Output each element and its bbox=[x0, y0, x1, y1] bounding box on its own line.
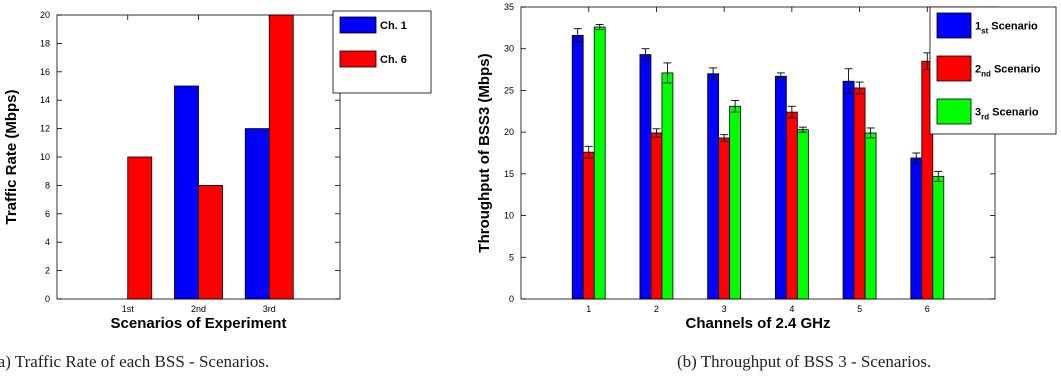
bar bbox=[932, 175, 945, 300]
bar bbox=[244, 128, 270, 300]
bar bbox=[268, 14, 294, 300]
x-tick-label: 4 bbox=[789, 304, 794, 314]
legend-label-main: 1 bbox=[975, 21, 981, 33]
bar bbox=[582, 151, 595, 300]
legend-label-main: 2 bbox=[975, 64, 981, 76]
bar bbox=[650, 132, 663, 300]
bar bbox=[707, 73, 720, 300]
y-axis-label: Throughput of BSS3 (Mbps) bbox=[476, 53, 493, 252]
throughput-chart: 0 5 10 15 20 25 30 35 1 2 3 4 5 6 Channels of 2.4 GHz T… bbox=[476, 2, 1057, 332]
legend-label-sub: st bbox=[981, 27, 988, 36]
bar bbox=[785, 111, 798, 300]
y-tick-label: 14 bbox=[40, 95, 50, 105]
bar bbox=[729, 105, 742, 300]
x-tick-label: 2 bbox=[654, 304, 659, 314]
x-tick-label: 2nd bbox=[191, 304, 206, 314]
bar bbox=[774, 75, 787, 300]
y-tick-label: 18 bbox=[40, 38, 50, 48]
y-tick-label: 12 bbox=[40, 124, 50, 134]
y-tick-label: 16 bbox=[40, 67, 50, 77]
x-tick-label: 1st bbox=[122, 304, 135, 314]
bar bbox=[853, 87, 866, 300]
legend-swatch bbox=[339, 16, 377, 34]
bar bbox=[842, 80, 855, 300]
x-axis-label: Channels of 2.4 GHz bbox=[685, 315, 830, 332]
legend-label: 3rd Scenario bbox=[975, 107, 1039, 122]
legend-label: Ch. 6 bbox=[380, 54, 407, 66]
x-tick-label: 3rd bbox=[263, 304, 276, 314]
y-tick-label: 8 bbox=[45, 180, 50, 190]
bar bbox=[639, 54, 652, 300]
y-axis-label: Traffic Rate (Mbps) bbox=[3, 89, 20, 224]
plot-frame bbox=[520, 6, 996, 300]
y-tick-label: 30 bbox=[504, 44, 514, 54]
legend-label: 2nd Scenario bbox=[975, 64, 1041, 79]
legend-swatch bbox=[936, 55, 972, 82]
y-tick-label: 10 bbox=[504, 211, 514, 221]
y-tick-label: 0 bbox=[509, 294, 514, 304]
bar bbox=[571, 34, 584, 300]
legend-swatch bbox=[936, 12, 972, 39]
legend-label-rest: Scenario bbox=[988, 21, 1038, 33]
y-tick-label: 15 bbox=[504, 169, 514, 179]
y-tick-label: 20 bbox=[40, 10, 50, 20]
legend-label-sub: nd bbox=[981, 70, 991, 79]
legend-label-sub: rd bbox=[981, 113, 989, 122]
y-tick-label: 5 bbox=[509, 252, 514, 262]
bar bbox=[661, 72, 674, 300]
bar bbox=[127, 156, 153, 300]
caption-a: (a) Traffic Rate of each BSS - Scenarios… bbox=[0, 352, 270, 371]
bar bbox=[198, 184, 223, 300]
legend-label: 1st Scenario bbox=[975, 21, 1038, 36]
y-tick-label: 2 bbox=[45, 266, 50, 276]
bar bbox=[593, 26, 606, 300]
bar bbox=[718, 137, 731, 300]
y-tick-label: 10 bbox=[40, 152, 50, 162]
bar bbox=[864, 132, 877, 300]
bar bbox=[174, 85, 199, 300]
y-tick-label: 6 bbox=[45, 209, 50, 219]
y-tick-label: 0 bbox=[45, 294, 50, 304]
x-tick-label: 3 bbox=[722, 304, 727, 314]
x-tick-label: 5 bbox=[857, 304, 862, 314]
legend-label-rest: Scenario bbox=[991, 64, 1041, 76]
y-tick-label: 35 bbox=[504, 2, 514, 12]
caption-b: (b) Throughput of BSS 3 - Scenarios. bbox=[677, 352, 932, 371]
legend-label: Ch. 1 bbox=[380, 20, 407, 32]
legend-swatch bbox=[936, 98, 972, 125]
x-axis-label: Scenarios of Experiment bbox=[111, 315, 287, 332]
x-tick-label: 6 bbox=[925, 304, 930, 314]
y-tick-label: 25 bbox=[504, 85, 514, 95]
x-tick-label: 1 bbox=[586, 304, 591, 314]
legend-label-rest: Scenario bbox=[989, 107, 1039, 119]
bar bbox=[910, 157, 923, 300]
y-tick-label: 20 bbox=[504, 127, 514, 137]
legend-swatch bbox=[339, 50, 377, 68]
y-tick-label: 4 bbox=[45, 237, 50, 247]
bar bbox=[796, 129, 809, 300]
legend-label-main: 3 bbox=[975, 107, 981, 119]
